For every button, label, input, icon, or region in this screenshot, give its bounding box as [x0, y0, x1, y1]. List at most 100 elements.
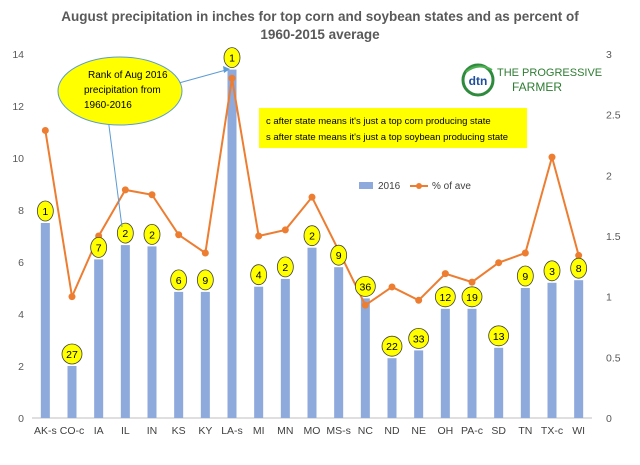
rank-label-TX-c: 3: [543, 260, 561, 282]
note-box-background: [259, 108, 527, 148]
rank-label-NE: 33: [408, 327, 430, 349]
x-tick-label: TN: [518, 425, 532, 437]
x-tick-label: NE: [411, 425, 426, 437]
rank-label-oval: [61, 343, 83, 365]
x-tick-label: IL: [121, 425, 130, 437]
rank-label-OH: 12: [434, 286, 456, 308]
bar-TN: [520, 288, 530, 418]
chart-title-line-1: August precipitation in inches for top c…: [61, 9, 579, 24]
x-tick-label: AK-s: [34, 425, 57, 437]
rank-label-text: 19: [466, 292, 478, 304]
note-line-soybean: s after state means it's just a top soyb…: [266, 132, 508, 143]
y-left-tick-label: 12: [12, 101, 24, 113]
pct-point-NE: [415, 296, 423, 304]
rank-label-oval: [543, 260, 561, 282]
rank-label-KY: 9: [196, 269, 214, 291]
y-right-tick-label: 3: [606, 49, 612, 61]
pct-point-CO-c: [68, 293, 76, 301]
pct-point-OH: [441, 270, 449, 278]
bar-MO: [307, 247, 317, 418]
bar-MI: [254, 286, 264, 418]
pct-point-ND: [388, 283, 396, 291]
x-tick-label: KS: [172, 425, 186, 437]
rank-label-oval: [36, 200, 54, 222]
x-tick-label: IA: [94, 425, 104, 437]
x-tick-label: MO: [304, 425, 321, 437]
logo-text-line-2: FARMER: [512, 80, 562, 94]
logo-mark: dtn: [469, 74, 488, 88]
pct-point-MN: [281, 226, 289, 234]
rank-label-IN: 2: [143, 223, 161, 245]
note-line-corn: c after state means it's just a top corn…: [266, 116, 491, 127]
pct-point-TN: [521, 249, 529, 257]
rank-label-text: 1: [229, 53, 235, 65]
bar-OH: [440, 308, 450, 418]
rank-label-oval: [276, 256, 294, 278]
bar-TX-c: [547, 282, 557, 418]
x-tick-label: ND: [384, 425, 400, 437]
rank-label-MN: 2: [276, 256, 294, 278]
legend-swatch-2016: [359, 182, 373, 189]
callout-text-line-3: 1960-2016: [84, 100, 132, 111]
y-left-tick-label: 2: [18, 361, 24, 373]
pct-point-SD: [495, 259, 503, 267]
rank-label-oval: [381, 335, 403, 357]
rank-label-IA: 7: [90, 236, 108, 258]
state-suffix-note: c after state means it's just a top corn…: [259, 108, 527, 148]
bar-NE: [414, 350, 424, 418]
y-left-tick-label: 14: [12, 49, 24, 61]
legend-label-2016: 2016: [378, 181, 401, 192]
rank-label-text: 9: [202, 275, 208, 287]
rank-label-text: 13: [493, 331, 505, 343]
bar-NC: [360, 298, 370, 418]
x-tick-label: SD: [491, 425, 506, 437]
y-right-tick-label: 0: [606, 413, 612, 425]
pct-point-KS: [175, 231, 183, 239]
rank-label-ND: 22: [381, 335, 403, 357]
rank-label-text: 1: [42, 206, 48, 218]
rank-label-text: 2: [309, 231, 315, 243]
pct-point-MI: [255, 232, 263, 240]
x-tick-label: MN: [277, 425, 293, 437]
rank-label-oval: [408, 327, 430, 349]
bar-IA: [94, 259, 104, 418]
rank-label-oval: [116, 222, 134, 244]
bar-IN: [147, 246, 157, 418]
bar-CO-c: [67, 366, 77, 418]
bar-SD: [494, 347, 504, 418]
rank-label-MO: 2: [303, 225, 321, 247]
pct-point-WI: [575, 251, 583, 259]
rank-label-text: 36: [359, 281, 371, 293]
rank-label-text: 4: [256, 270, 262, 282]
rank-label-text: 9: [522, 271, 528, 283]
rank-label-CO-c: 27: [61, 343, 83, 365]
bar-PA-c: [467, 308, 477, 418]
x-tick-label: IN: [147, 425, 158, 437]
rank-label-oval: [90, 236, 108, 258]
x-tick-label: PA-c: [461, 425, 483, 437]
rank-label-text: 7: [96, 242, 102, 254]
x-tick-label: MS-s: [326, 425, 351, 437]
x-tick-label: MI: [253, 425, 265, 437]
x-tick-label: NC: [358, 425, 374, 437]
bar-LA-s: [227, 69, 237, 418]
rank-label-text: 8: [576, 263, 582, 275]
bar-WI: [574, 280, 584, 418]
x-tick-label: OH: [437, 425, 453, 437]
rank-label-oval: [170, 269, 188, 291]
bar-MN: [280, 278, 290, 418]
rank-label-oval: [303, 225, 321, 247]
rank-label-AK-s: 1: [36, 200, 54, 222]
logo-text-line-1: THE PROGRESSIVE: [497, 67, 602, 79]
y-left-tick-label: 10: [12, 153, 24, 165]
line-series: [41, 74, 583, 309]
rank-label-TN: 9: [516, 265, 534, 287]
rank-label-oval: [196, 269, 214, 291]
y-left-tick-label: 4: [18, 309, 24, 321]
rank-label-oval: [354, 275, 376, 297]
y-right-tick-label: 0.5: [606, 352, 621, 364]
